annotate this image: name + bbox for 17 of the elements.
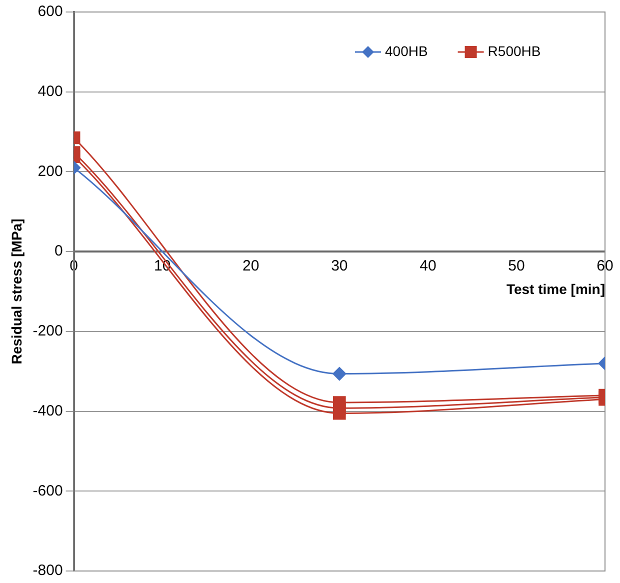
y-axis-title: Residual stress [MPa] (8, 218, 24, 364)
x-tick-label: 30 (331, 258, 348, 275)
y-tick-label: 200 (38, 162, 63, 180)
y-tick-label: -600 (32, 482, 63, 500)
legend-label: R500HB (488, 42, 541, 59)
x-axis-title: Test time [min] (506, 280, 605, 297)
x-tick-label: 60 (596, 258, 614, 275)
x-tick-label: 50 (508, 258, 525, 275)
y-tick-label: 0 (54, 242, 63, 260)
y-tick-label: -400 (32, 402, 63, 420)
y-tick-label: -200 (32, 322, 63, 340)
y-tick-label: -800 (32, 562, 63, 580)
legend-label: 400HB (385, 42, 428, 59)
x-tick-label: 20 (242, 258, 260, 275)
y-tick-label: 400 (38, 83, 63, 100)
y-tick-label: 600 (38, 3, 63, 20)
x-tick-label: 40 (420, 258, 436, 275)
